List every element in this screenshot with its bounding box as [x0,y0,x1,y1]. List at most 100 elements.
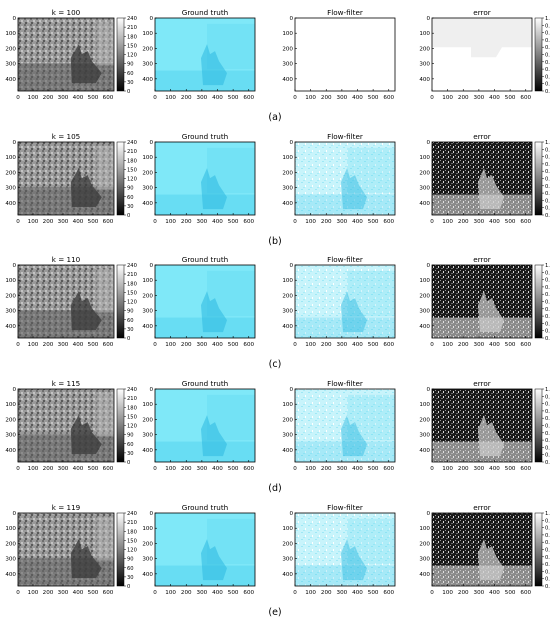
flow-filter-xtick-label: 0 [293,219,297,225]
flow-filter-frame [294,141,396,216]
intensity-cb-label: 30 [127,451,134,457]
error-ytick-label: 0 [426,511,430,517]
error-cb-label: 0.9 [545,23,550,29]
intensity-xtick-label: 300 [58,342,69,348]
ground-truth-ytick-label: 100 [142,526,153,532]
ground-truth-xtick-label: 400 [212,590,223,596]
flow-field-image [295,18,395,91]
ground-truth-xtick-label: 100 [165,95,176,101]
intensity-cb-label: 60 [127,442,134,448]
ground-truth-ytick-label: 200 [142,293,153,299]
error-cb-label: 1.0 [545,16,550,22]
error-cb-label: 0.1 [545,453,550,459]
error-xtick-label: 100 [442,95,453,101]
intensity-cb-label: 240 [127,16,137,22]
ground-truth-title: Ground truth [182,8,228,17]
intensity-ytick-label: 400 [5,448,16,454]
error-cb-label: 0.8 [545,31,550,37]
ground-truth-ytick-label: 300 [142,433,153,439]
intensity-xtick-label: 100 [28,590,39,596]
intensity-cb-label: 120 [127,177,137,183]
flow-filter-frame [294,264,396,339]
error-cb-label: 0.9 [545,518,550,524]
ground-truth-xtick-label: 600 [243,590,254,596]
error-cb-label: 0.1 [545,577,550,583]
error-cb-label: 0.5 [545,548,550,554]
intensity-colorbar [116,388,125,463]
flow-rabbit-shape [341,539,367,581]
error-cb-label: 0.4 [545,184,550,190]
error-cb-label: 0.1 [545,329,550,335]
ground-truth-ytick-label: 100 [142,278,153,284]
error-ytick-label: 100 [419,31,430,37]
error-ytick-label: 400 [419,324,430,330]
flow-filter-xtick-label: 400 [352,342,363,348]
ground-truth-ytick-label: 200 [142,541,153,547]
error-cb-label: 0.0 [545,213,550,219]
intensity-frame [17,17,115,92]
error-xtick-label: 300 [474,342,485,348]
flow-filter-xtick-label: 500 [368,466,379,472]
ground-truth-xtick-label: 0 [153,342,157,348]
error-xtick-label: 300 [474,95,485,101]
intensity-cb-label: 90 [127,186,134,192]
error-frame [431,141,533,216]
error-rabbit-shape [478,168,504,210]
error-ytick-label: 200 [419,417,430,423]
intensity-cb-label: 240 [127,387,137,393]
flow-filter-xtick-label: 200 [321,466,332,472]
error-cb-label: 0.3 [545,191,550,197]
k-title: k = 115 [52,379,80,388]
error-cb-label: 0.4 [545,431,550,437]
error-ytick-label: 300 [419,309,430,315]
flow-filter-xtick-label: 100 [305,466,316,472]
flow-filter-title: Flow-filter [327,8,363,17]
intensity-xtick-label: 300 [58,590,69,596]
error-cb-label: 0.9 [545,270,550,276]
intensity-xtick-label: 100 [28,95,39,101]
sculpture-floor [18,310,114,338]
error-cb-label: 0.5 [545,53,550,59]
error-xtick-label: 200 [458,342,469,348]
sculpture-right-block [96,268,114,313]
intensity-xtick-label: 300 [58,219,69,225]
error-cb-label: 0.4 [545,307,550,313]
error-xtick-label: 0 [430,466,434,472]
k-title: k = 105 [52,132,80,141]
intensity-xtick-label: 100 [28,219,39,225]
error-cb-label: 0.0 [545,460,550,466]
intensity-cb-label: 150 [127,290,137,296]
error-cb-label: 0.5 [545,424,550,430]
error-cb-label: 0.0 [545,584,550,590]
ground-truth-frame [154,512,256,587]
flow-filter-xtick-label: 400 [352,219,363,225]
intensity-xtick-label: 400 [73,590,84,596]
error-cb-label: 0.2 [545,74,550,80]
error-cb-label: 0.8 [545,155,550,161]
intensity-xtick-label: 0 [16,590,20,596]
error-xtick-label: 600 [520,590,531,596]
intensity-xtick-label: 100 [28,342,39,348]
flow-rabbit-shape [341,291,367,333]
flow-filter-xtick-label: 500 [368,342,379,348]
ground-truth-xtick-label: 200 [181,466,192,472]
sculpture-right-block [96,21,114,66]
intensity-xtick-label: 200 [43,219,54,225]
error-cb-label: 0.3 [545,438,550,444]
flow-filter-xtick-label: 300 [337,219,348,225]
ground-truth-ytick-label: 200 [142,417,153,423]
flow-filter-xtick-label: 100 [305,342,316,348]
intensity-cb-label: 240 [127,511,137,517]
flow-filter-ytick-label: 200 [282,541,293,547]
intensity-cb-label: 240 [127,140,137,146]
ground-truth-xtick-label: 100 [165,219,176,225]
intensity-cb-label: 150 [127,167,137,173]
rabbit-shape [70,168,102,208]
rabbit-shape [70,291,102,331]
ground-truth-xtick-label: 0 [153,219,157,225]
intensity-frame [17,388,115,463]
error-cb-label: 0.2 [545,198,550,204]
error-ytick-label: 400 [419,448,430,454]
